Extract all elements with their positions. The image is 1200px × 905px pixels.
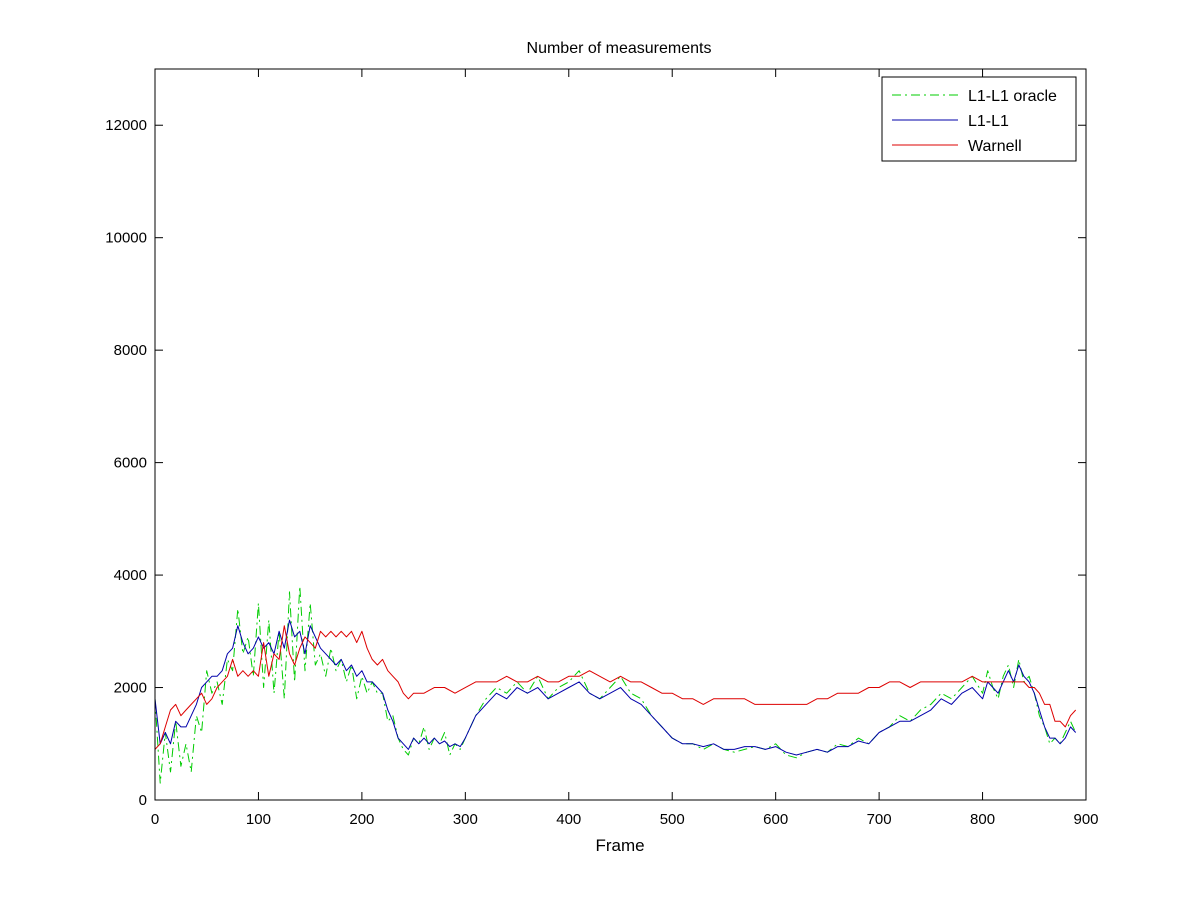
x-tick-label: 200: [349, 811, 374, 828]
chart-title: Number of measurements: [527, 40, 712, 57]
x-tick-label: 800: [970, 811, 995, 828]
series-line-2: [155, 619, 1077, 756]
y-tick-label: 8000: [114, 342, 147, 359]
x-axis-label: Frame: [595, 836, 644, 855]
legend: L1-L1 oracle L1-L1 Warnell: [881, 76, 1077, 162]
y-tick-label: 0: [139, 792, 147, 809]
x-tick-label: 700: [867, 811, 892, 828]
x-tick-label: 400: [556, 811, 581, 828]
y-tick-label: 12000: [105, 117, 147, 134]
series-line-3: [155, 625, 1077, 750]
y-tick-label: 10000: [105, 230, 147, 247]
y-tick-label: 4000: [114, 567, 147, 584]
series-layer: [155, 585, 1077, 784]
y-tick-label: 2000: [114, 680, 147, 697]
legend-box: [881, 76, 1077, 162]
x-tick-label: 0: [151, 811, 159, 828]
series-line-1: [155, 585, 1077, 784]
x-tick-label: 100: [246, 811, 271, 828]
legend-label-3: Warnell: [968, 138, 1022, 155]
legend-label-2: L1-L1: [968, 113, 1009, 130]
x-tick-label: 500: [660, 811, 685, 828]
x-tick-label: 900: [1073, 811, 1098, 828]
plot-area-frame: [154, 68, 1087, 801]
y-tick-label: 6000: [114, 455, 147, 472]
legend-label-1: L1-L1 oracle: [968, 88, 1057, 105]
x-tick-label: 600: [763, 811, 788, 828]
x-tick-label: 300: [453, 811, 478, 828]
axes-layer: 0 100 200 300 400 500 600 700 800 900 0 2000 4000 600…: [105, 68, 1099, 828]
